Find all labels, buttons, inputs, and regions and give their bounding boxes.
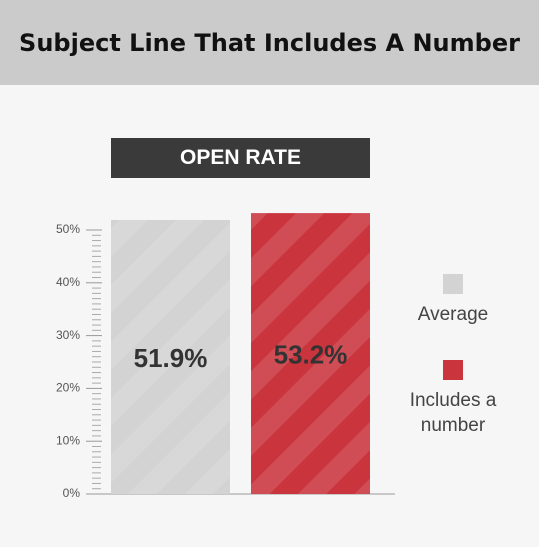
y-tick-label: 30% — [56, 328, 80, 342]
legend-swatch — [443, 274, 463, 294]
legend-label: Average — [417, 304, 489, 325]
y-tick-label: 40% — [56, 275, 80, 289]
header: Subject Line That Includes A Number — [0, 0, 539, 85]
value-label: 51.9% — [134, 343, 208, 373]
bar-stripes — [251, 213, 370, 494]
y-tick-label: 20% — [56, 381, 80, 395]
y-tick-label: 50% — [56, 222, 80, 236]
chart-subtitle: OPEN RATE — [111, 138, 370, 178]
legend-label: Includes a number — [409, 390, 497, 436]
value-label: 53.2% — [274, 339, 348, 369]
legend-swatch — [443, 360, 463, 380]
y-tick-label: 0% — [63, 486, 81, 500]
chart-title: Subject Line That Includes A Number — [19, 28, 520, 57]
y-tick-label: 10% — [56, 433, 80, 447]
bar-stripes — [111, 219, 230, 494]
